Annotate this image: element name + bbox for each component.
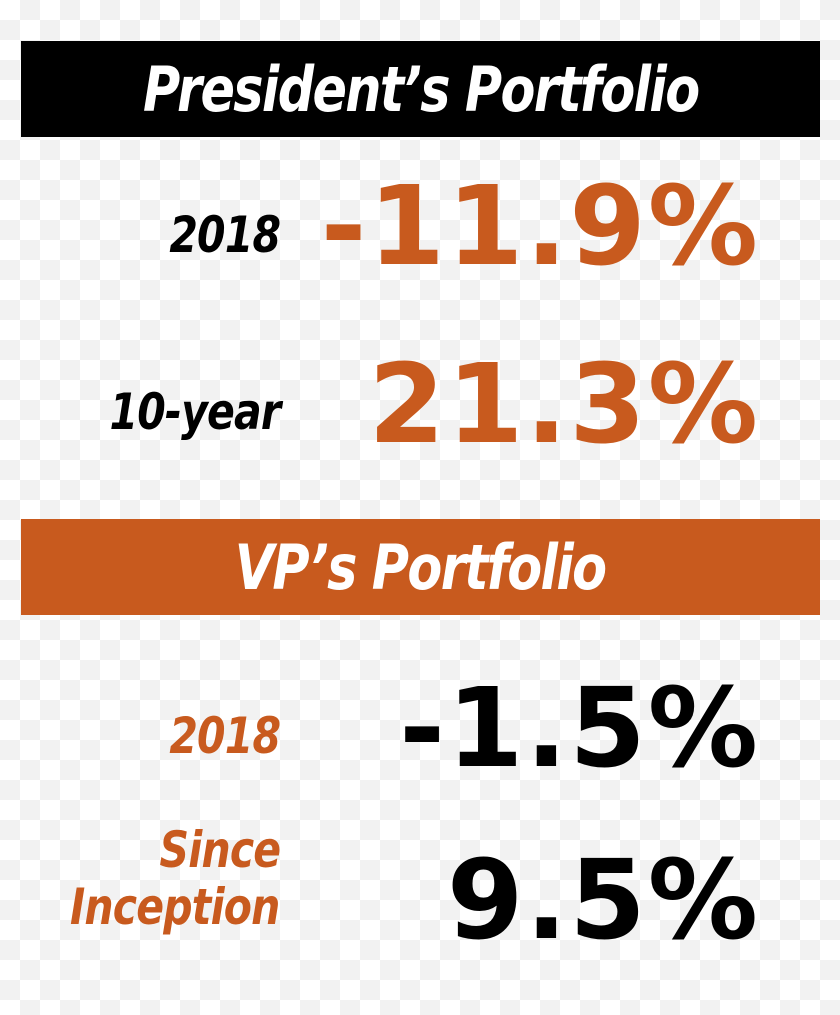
- vp-portfolio-title: VP’s Portfolio: [235, 530, 607, 604]
- president-10-year-value: 21.3%: [368, 340, 760, 468]
- vp-2018-label-text: 2018: [169, 707, 281, 765]
- president-10-year-label: 10-year: [72, 383, 281, 441]
- president-portfolio-title: President’s Portfolio: [142, 52, 700, 126]
- vp-since-inception-value: 9.5%: [446, 836, 760, 964]
- vp-since-label-line2: Inception: [70, 878, 280, 936]
- vp-since-label-line1: Since: [159, 821, 281, 879]
- vp-since-inception-label: Since Inception: [24, 822, 280, 936]
- president-10-year-label-text: 10-year: [109, 383, 281, 441]
- president-2018-label-text: 2018: [169, 206, 281, 264]
- vp-2018-value: -1.5%: [399, 664, 760, 792]
- president-portfolio-banner: President’s Portfolio: [21, 41, 820, 137]
- president-2018-value: -11.9%: [320, 162, 760, 290]
- vp-portfolio-banner: VP’s Portfolio: [21, 519, 820, 615]
- vp-2018-label: 2018: [145, 707, 281, 765]
- president-2018-label: 2018: [145, 206, 281, 264]
